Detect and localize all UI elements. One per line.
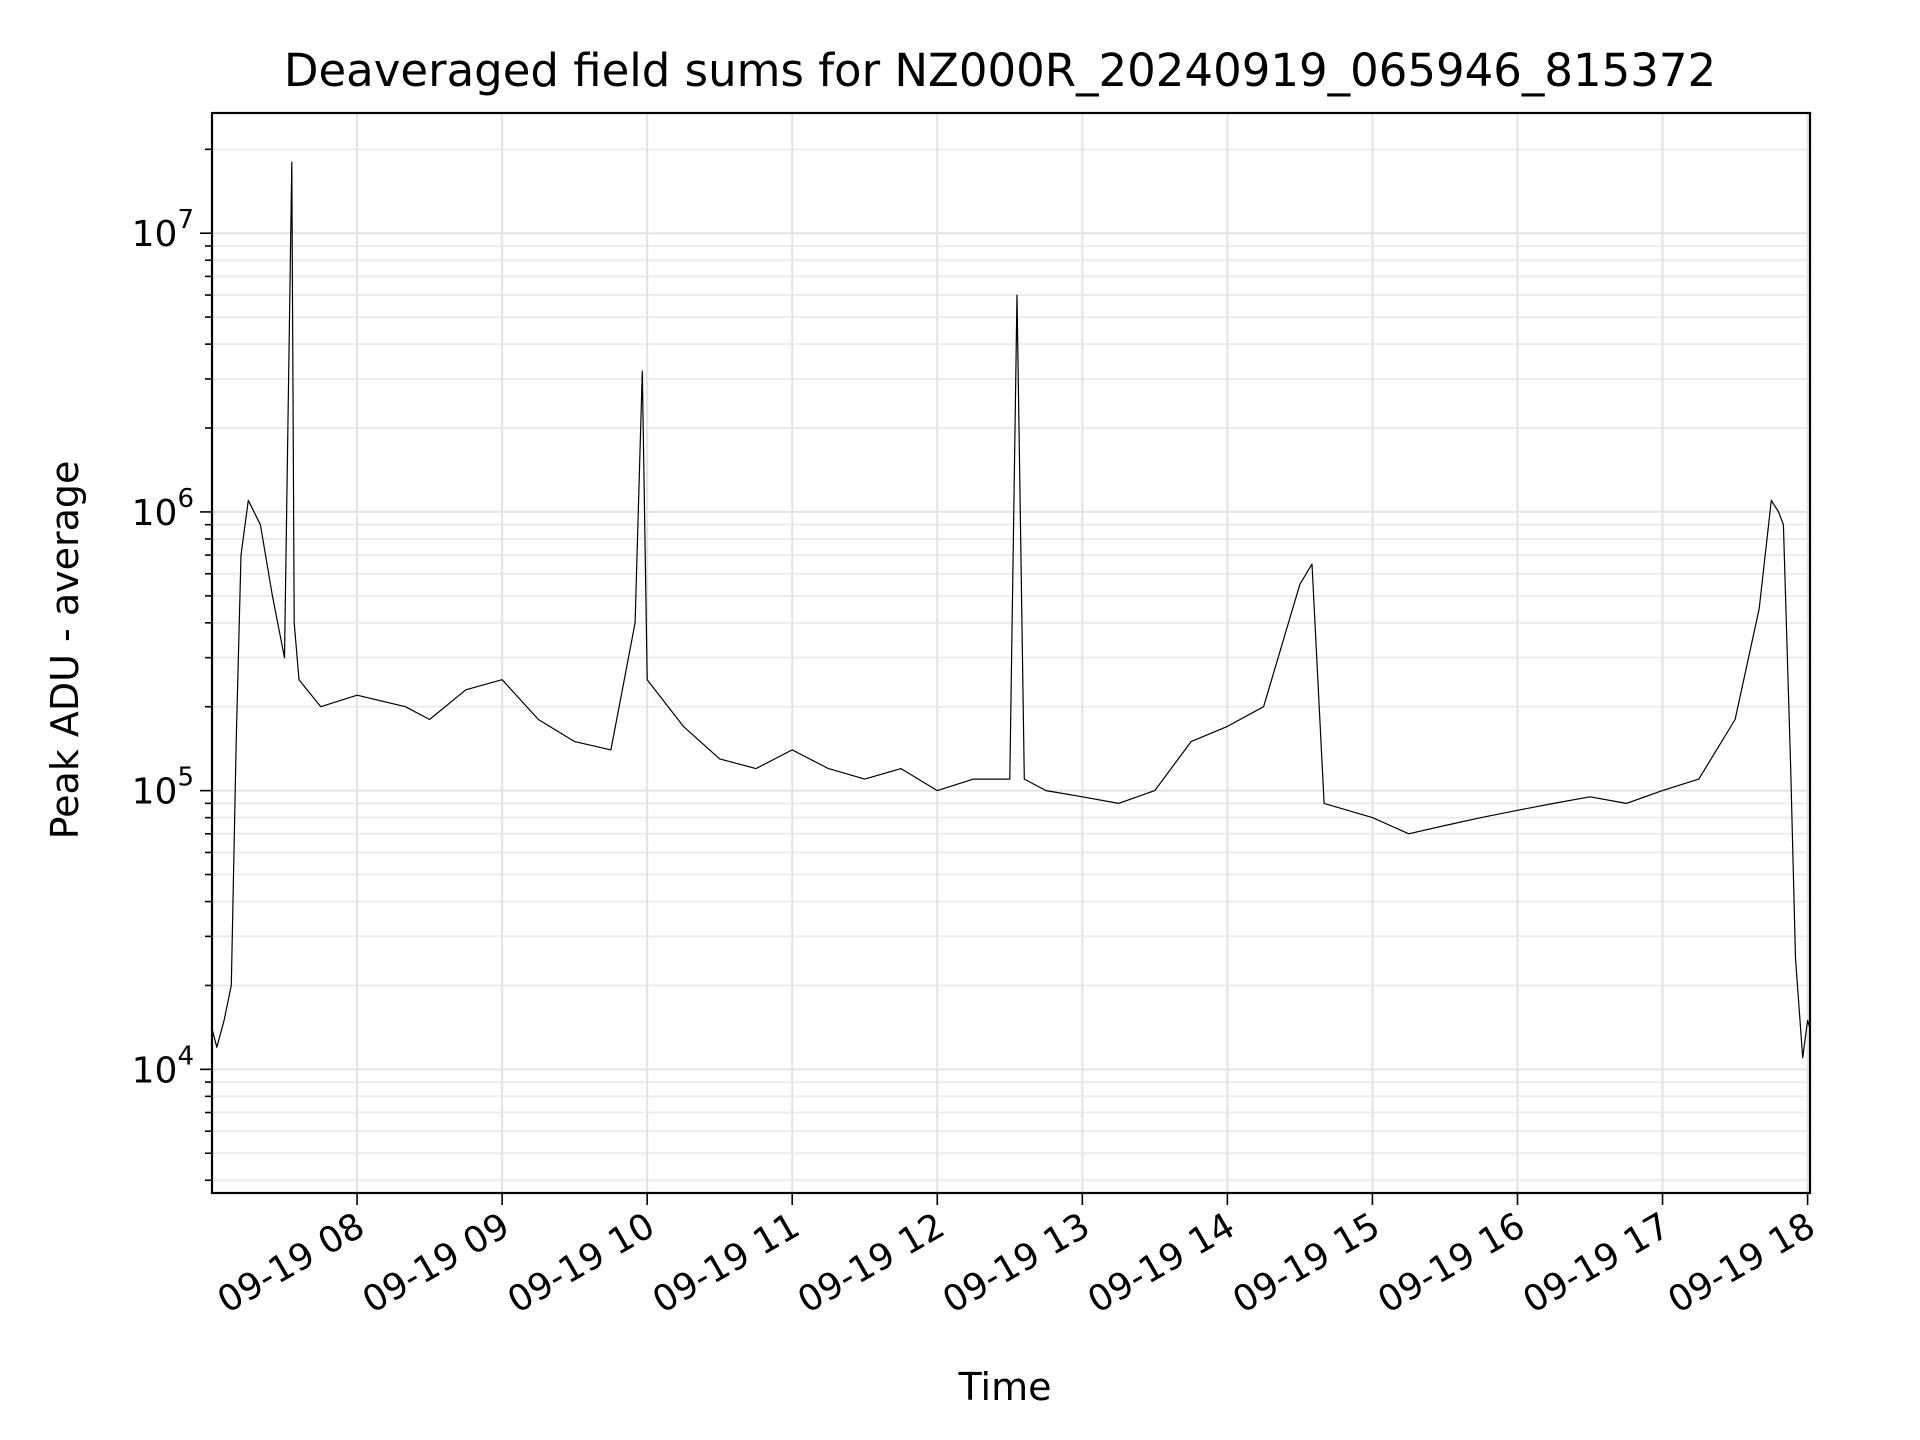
x-tick-label: 09-19 17 <box>1516 1205 1677 1321</box>
x-tick-label: 09-19 15 <box>1226 1205 1387 1321</box>
y-tick-label: 104 <box>132 1041 194 1091</box>
y-axis-label: Peak ADU - average <box>43 461 87 840</box>
x-tick-label: 09-19 10 <box>501 1205 662 1321</box>
x-tick-label: 09-19 12 <box>791 1205 952 1321</box>
x-tick-label: 09-19 13 <box>936 1205 1097 1321</box>
x-tick-label: 09-19 08 <box>211 1205 372 1321</box>
chart-title: Deaveraged field sums for NZ000R_2024091… <box>284 44 1716 97</box>
x-tick-label: 09-19 09 <box>356 1205 517 1321</box>
series-line <box>211 161 1811 1059</box>
y-axis: 104 105 106 107 <box>132 148 212 1182</box>
x-tick-label: 09-19 14 <box>1081 1205 1242 1321</box>
grid <box>212 113 1810 1193</box>
plot-frame <box>210 111 1812 1195</box>
x-tick-label: 09-19 11 <box>646 1205 807 1321</box>
y-tick-label: 106 <box>132 484 194 534</box>
x-axis-label: Time <box>958 1365 1052 1409</box>
series-layer <box>211 161 1811 1059</box>
x-tick-label: 09-19 16 <box>1371 1205 1532 1321</box>
x-tick-label: 09-19 18 <box>1661 1205 1822 1321</box>
y-tick-label: 107 <box>132 205 194 255</box>
y-tick-label: 105 <box>132 763 194 813</box>
